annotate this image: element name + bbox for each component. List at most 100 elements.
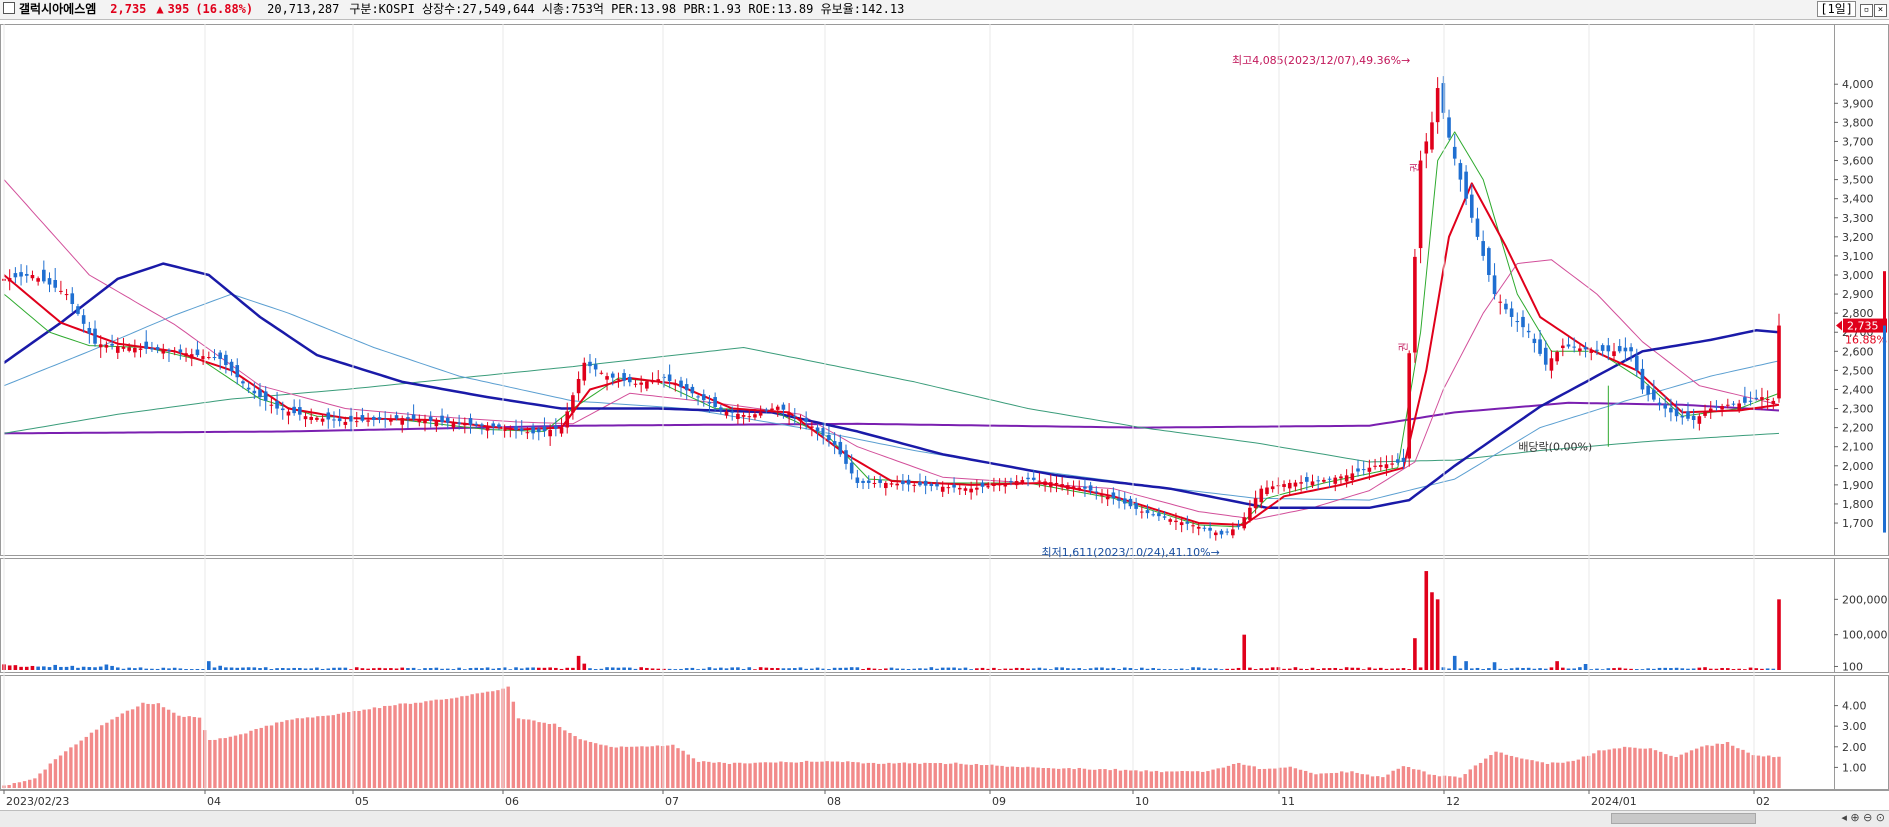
- volume-bar[interactable]: [115, 667, 120, 670]
- volume-bar[interactable]: [229, 667, 234, 670]
- candle[interactable]: [47, 278, 52, 285]
- candle[interactable]: [491, 423, 496, 427]
- candle[interactable]: [1691, 415, 1696, 420]
- volume-bar[interactable]: [212, 667, 217, 670]
- volume-bar[interactable]: [1555, 661, 1559, 670]
- foreign-bar[interactable]: [1458, 777, 1462, 788]
- foreign-bar[interactable]: [197, 717, 202, 788]
- foreign-bar[interactable]: [485, 691, 490, 788]
- foreign-bar[interactable]: [1705, 745, 1709, 788]
- foreign-bar[interactable]: [1509, 755, 1514, 788]
- candle[interactable]: [24, 273, 29, 276]
- candle[interactable]: [172, 351, 177, 353]
- foreign-bar[interactable]: [1375, 776, 1380, 788]
- volume-bar[interactable]: [30, 665, 35, 670]
- foreign-bar[interactable]: [583, 740, 588, 788]
- volume-bar[interactable]: [1185, 669, 1190, 670]
- candle[interactable]: [1162, 516, 1167, 518]
- foreign-bar[interactable]: [383, 705, 387, 788]
- volume-bar[interactable]: [1652, 668, 1656, 670]
- foreign-bar[interactable]: [28, 779, 32, 788]
- foreign-bar[interactable]: [1201, 771, 1205, 788]
- foreign-bar[interactable]: [285, 720, 289, 788]
- volume-bar[interactable]: [1458, 668, 1463, 670]
- foreign-bar[interactable]: [1427, 774, 1431, 788]
- foreign-bar[interactable]: [1247, 765, 1251, 788]
- volume-bar[interactable]: [1361, 669, 1366, 670]
- volume-bar[interactable]: [1646, 668, 1650, 670]
- foreign-bar[interactable]: [125, 710, 130, 788]
- candle[interactable]: [445, 417, 450, 423]
- volume-bar[interactable]: [1390, 668, 1394, 670]
- foreign-bar[interactable]: [619, 746, 624, 788]
- volume-bar[interactable]: [1424, 571, 1429, 670]
- candle[interactable]: [810, 426, 814, 428]
- foreign-bar[interactable]: [1746, 752, 1750, 788]
- candle[interactable]: [1305, 477, 1309, 482]
- candle[interactable]: [1208, 527, 1212, 531]
- candle[interactable]: [1617, 346, 1622, 352]
- volume-bar[interactable]: [849, 667, 854, 670]
- candle[interactable]: [13, 273, 18, 278]
- foreign-bar[interactable]: [64, 751, 68, 788]
- candle[interactable]: [440, 415, 444, 423]
- candle[interactable]: [1202, 527, 1207, 529]
- foreign-bar[interactable]: [655, 745, 660, 788]
- volume-bar[interactable]: [1270, 667, 1275, 670]
- foreign-bar[interactable]: [110, 719, 114, 788]
- volume-bar[interactable]: [1600, 669, 1605, 670]
- foreign-bar[interactable]: [1592, 753, 1596, 788]
- foreign-bar[interactable]: [650, 746, 654, 788]
- foreign-bar[interactable]: [1159, 772, 1164, 788]
- candle[interactable]: [1259, 488, 1264, 503]
- restore-icon[interactable]: ▫: [1860, 4, 1873, 17]
- volume-bar[interactable]: [1504, 669, 1508, 670]
- foreign-bar[interactable]: [1381, 777, 1385, 788]
- candle[interactable]: [371, 416, 376, 420]
- foreign-bar[interactable]: [753, 762, 757, 788]
- foreign-bar[interactable]: [1741, 749, 1745, 788]
- volume-bar[interactable]: [1026, 668, 1030, 670]
- foreign-bar[interactable]: [876, 763, 881, 788]
- candle[interactable]: [792, 415, 797, 417]
- foreign-bar[interactable]: [568, 732, 572, 788]
- candle[interactable]: [1390, 463, 1394, 465]
- foreign-bar[interactable]: [995, 765, 999, 788]
- volume-bar[interactable]: [104, 664, 109, 670]
- foreign-bar[interactable]: [948, 763, 953, 788]
- candle[interactable]: [1066, 485, 1070, 490]
- candle[interactable]: [207, 357, 211, 359]
- foreign-bar[interactable]: [645, 746, 649, 788]
- volume-bar[interactable]: [1760, 668, 1764, 670]
- foreign-bar[interactable]: [681, 750, 685, 788]
- candle[interactable]: [1566, 344, 1571, 347]
- candle[interactable]: [935, 483, 939, 487]
- foreign-bar[interactable]: [1154, 770, 1159, 788]
- foreign-bar[interactable]: [892, 763, 896, 788]
- foreign-bar[interactable]: [1437, 776, 1442, 788]
- foreign-bar[interactable]: [1098, 769, 1102, 788]
- volume-bar[interactable]: [810, 668, 814, 670]
- volume-bar[interactable]: [280, 668, 285, 670]
- candle[interactable]: [1270, 486, 1275, 490]
- candle[interactable]: [1708, 408, 1713, 411]
- candle[interactable]: [155, 347, 160, 350]
- volume-bar[interactable]: [895, 668, 899, 670]
- volume-bar[interactable]: [696, 669, 700, 670]
- foreign-bar[interactable]: [496, 690, 500, 788]
- foreign-bar[interactable]: [1273, 768, 1277, 788]
- foreign-bar[interactable]: [717, 762, 721, 788]
- volume-bar[interactable]: [997, 669, 1002, 670]
- candle[interactable]: [906, 479, 911, 485]
- candle[interactable]: [1350, 473, 1355, 481]
- volume-bar[interactable]: [588, 668, 592, 670]
- volume-bar[interactable]: [1543, 668, 1548, 670]
- foreign-bar[interactable]: [825, 761, 829, 788]
- candle[interactable]: [1236, 525, 1241, 527]
- foreign-bar[interactable]: [429, 700, 433, 788]
- foreign-bar[interactable]: [918, 763, 922, 788]
- volume-bar[interactable]: [1191, 667, 1195, 670]
- volume-bar[interactable]: [969, 669, 973, 670]
- foreign-bar[interactable]: [1077, 767, 1081, 788]
- foreign-bar[interactable]: [1180, 771, 1184, 788]
